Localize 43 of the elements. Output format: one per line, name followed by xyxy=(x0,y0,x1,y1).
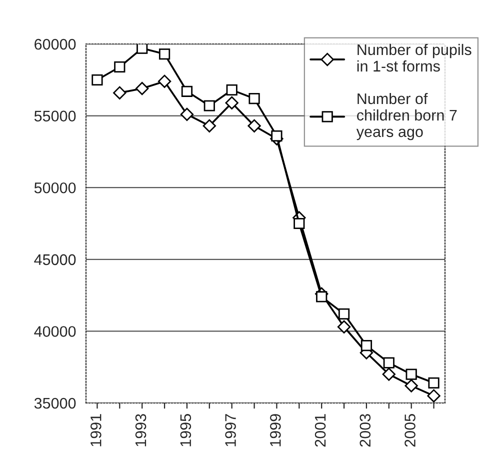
x-tick-label: 2003 xyxy=(360,414,371,447)
point xyxy=(248,119,261,132)
y-tick-label: 55000 xyxy=(34,110,76,122)
point xyxy=(248,93,260,104)
x-tick-label: 1997 xyxy=(225,414,236,446)
y-tick-label: 35000 xyxy=(34,398,76,409)
point xyxy=(114,61,126,73)
y-tick-label: 40000 xyxy=(34,326,76,337)
point xyxy=(226,84,238,96)
point xyxy=(338,308,350,320)
point xyxy=(136,82,149,96)
point xyxy=(294,218,305,230)
point xyxy=(113,86,126,100)
x-tick-label: 1991 xyxy=(90,414,102,446)
point xyxy=(204,100,215,112)
point xyxy=(404,379,418,392)
x-tick-label: 1993 xyxy=(135,414,146,446)
x-tick-label: 2001 xyxy=(314,414,326,447)
point xyxy=(382,368,396,381)
point xyxy=(427,389,440,402)
y-tick-label: 45000 xyxy=(34,254,76,266)
point xyxy=(337,320,351,334)
point xyxy=(383,357,394,368)
legend-label: Number of pupils in 1-st forms xyxy=(357,44,472,72)
x-tick-label: 1995 xyxy=(180,414,192,446)
point xyxy=(202,119,216,132)
point xyxy=(136,44,148,54)
point xyxy=(158,74,172,88)
y-tick-label: 50000 xyxy=(34,182,76,194)
point xyxy=(406,368,417,380)
legend-label: Number of children born 7 years ago xyxy=(356,92,457,140)
point xyxy=(158,48,170,60)
point xyxy=(180,108,194,121)
x-tick-label: 1999 xyxy=(270,414,281,446)
point xyxy=(428,377,440,388)
point xyxy=(225,96,238,110)
point xyxy=(181,86,193,97)
point xyxy=(92,74,103,86)
point xyxy=(360,340,372,352)
y-tick-label: 60000 xyxy=(34,38,76,50)
point xyxy=(271,130,282,142)
point xyxy=(316,291,328,302)
x-tick-label: 2005 xyxy=(404,414,416,447)
